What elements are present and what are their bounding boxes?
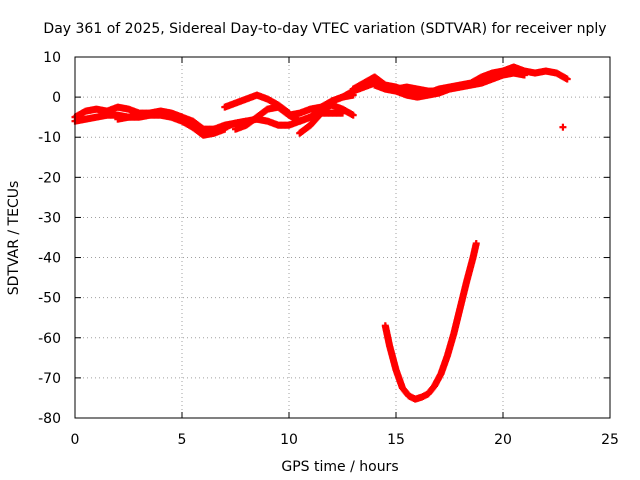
y-axis-label: SDTVAR / TECUs xyxy=(6,181,22,296)
y-tick-label: -70 xyxy=(38,371,61,387)
x-tick-label: 15 xyxy=(387,432,405,448)
data-point xyxy=(520,71,528,79)
chart-title: Day 361 of 2025, Sidereal Day-to-day VTE… xyxy=(43,21,606,37)
y-tick-label: 10 xyxy=(43,50,61,66)
x-tick-label: 25 xyxy=(601,432,619,448)
data-point xyxy=(559,123,567,131)
y-tick-label: -10 xyxy=(38,130,61,146)
data-point xyxy=(349,111,357,119)
y-tick-label: -80 xyxy=(38,411,61,427)
y-tick-label: -50 xyxy=(38,291,61,307)
x-tick-label: 0 xyxy=(71,432,80,448)
data-points xyxy=(71,63,571,403)
x-tick-label: 20 xyxy=(494,432,512,448)
y-tick-label: -20 xyxy=(38,170,61,186)
axis-ticks xyxy=(74,56,611,419)
x-tick-label: 5 xyxy=(178,432,187,448)
data-point xyxy=(472,240,480,248)
x-tick-label: 10 xyxy=(280,432,298,448)
y-tick-label: 0 xyxy=(52,90,61,106)
y-tick-label: -30 xyxy=(38,210,61,226)
data-point xyxy=(563,75,571,83)
x-axis-label: GPS time / hours xyxy=(281,459,398,475)
y-tick-label: -40 xyxy=(38,251,61,267)
tick-labels: 0 5 10 15 20 25 10 0 -10 -20 -30 -40 -50 -60 -70 -80 xyxy=(38,50,619,448)
y-tick-label: -60 xyxy=(38,331,61,347)
plot-frame xyxy=(74,56,611,419)
